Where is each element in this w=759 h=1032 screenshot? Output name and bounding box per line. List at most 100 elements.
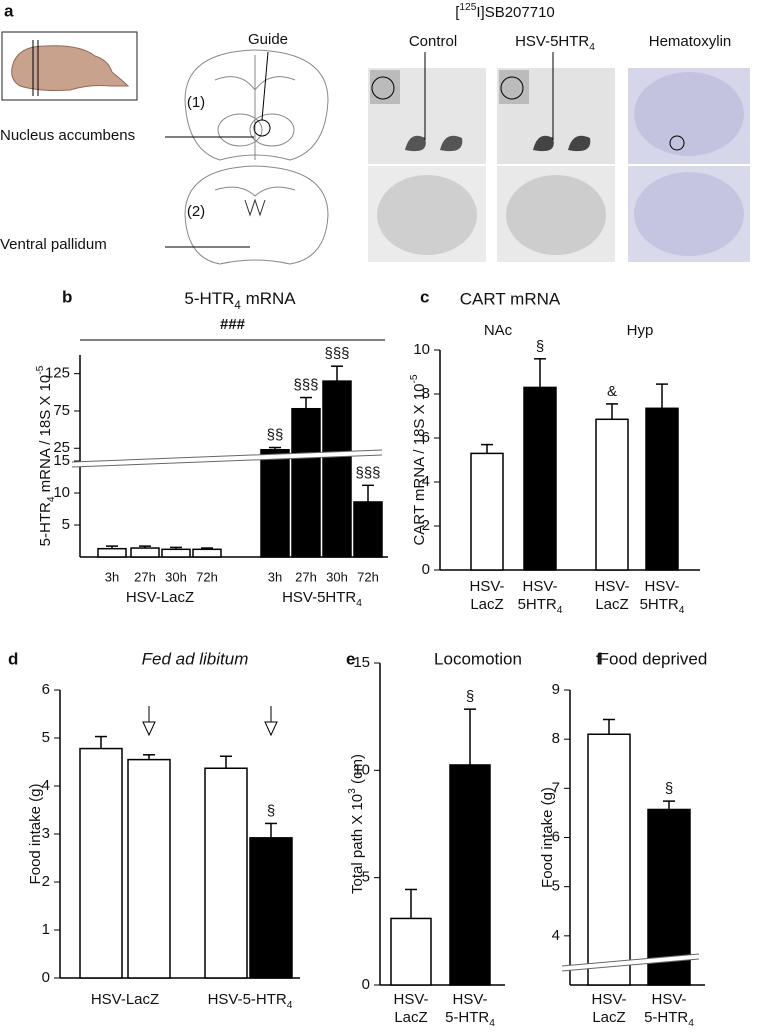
bar — [353, 501, 383, 558]
bar — [587, 733, 631, 986]
y-tick-label: 125 — [45, 365, 70, 382]
group-label: HSV-LacZ — [126, 589, 194, 606]
y-axis-label-part: Total path X 10 — [349, 794, 366, 894]
y-tick-label: 0 — [42, 969, 50, 986]
y-axis-label-part: (cm) — [349, 754, 366, 788]
x-tick-label: 3h — [105, 569, 119, 584]
x-tick-label: HSV- — [644, 578, 679, 595]
x-tick-label: 5-HTR4 — [644, 1009, 694, 1029]
x-tick-label-sub: 4 — [679, 605, 685, 616]
guide-line — [261, 51, 269, 121]
group-label-part: HSV-5-HTR — [208, 991, 287, 1008]
bar — [192, 548, 222, 558]
panel-a-art — [1, 31, 750, 265]
x-tick-label: 27h — [295, 569, 317, 584]
y-tick-label: 5 — [552, 878, 560, 895]
x-tick-label: 72h — [357, 569, 379, 584]
bar — [97, 547, 127, 558]
arrow-head — [264, 721, 278, 737]
group-label-sub: 4 — [287, 1000, 293, 1011]
y-axis-label: Food intake (g) — [539, 787, 556, 888]
chart-title-sub: 4 — [234, 300, 241, 312]
y-tick-label: 15 — [353, 654, 370, 671]
bar — [322, 380, 352, 558]
bar — [127, 758, 171, 979]
panel-label: d — [8, 649, 18, 668]
y-tick-label: 1 — [42, 921, 50, 938]
x-tick-label: 5HTR4 — [640, 596, 685, 616]
x-tick-label: HSV- — [452, 991, 487, 1008]
region-label: Nucleus accumbens — [0, 127, 135, 144]
x-tick-label-part: 5-HTR — [445, 1009, 489, 1026]
group-label: NAc — [484, 322, 513, 339]
y-axis-label-sup: -5 — [409, 374, 420, 383]
significance-marker: §§§ — [355, 464, 380, 481]
y-tick-label: 75 — [53, 402, 70, 419]
x-tick-label: HSV- — [469, 578, 504, 595]
significance-marker: §§§ — [324, 345, 349, 362]
y-axis-label-sup: -5 — [35, 365, 46, 374]
y-tick-label: 6 — [552, 828, 560, 845]
bar — [449, 764, 491, 986]
ligand-label-part: I]SB207710 — [476, 4, 554, 21]
group-label: Hyp — [627, 322, 654, 339]
y-tick-label: 8 — [422, 385, 430, 402]
panel-label: b — [62, 287, 72, 306]
x-tick-label: HSV- — [651, 991, 686, 1008]
y-tick-label: 10 — [413, 341, 430, 358]
bar — [645, 407, 679, 571]
x-tick-label: HSV- — [594, 578, 629, 595]
y-tick-label: 5 — [42, 729, 50, 746]
x-tick-label: LacZ — [592, 1009, 625, 1026]
group-label-part: HSV-5HTR — [282, 589, 356, 606]
y-tick-label: 10 — [353, 761, 370, 778]
chart-title: Fed ad libitum — [142, 649, 249, 668]
y-tick-label: 25 — [53, 439, 70, 456]
bar — [161, 548, 191, 558]
autoradiograph-row-1 — [368, 68, 750, 164]
significance-marker: § — [536, 338, 544, 355]
y-axis-label: Total path X 103 (cm) — [347, 754, 366, 894]
group-label-sub: 4 — [356, 598, 362, 609]
chart-title-part: mRNA — [241, 289, 296, 308]
column-label-sub: 4 — [589, 42, 595, 53]
significance-marker: & — [607, 383, 617, 400]
y-tick-label: 10 — [53, 484, 70, 501]
annotation: ### — [220, 316, 246, 333]
x-tick-label: LacZ — [470, 596, 503, 613]
region-label: Ventral pallidum — [0, 236, 107, 253]
chart-title: Food deprived — [599, 649, 708, 668]
x-tick-label: HSV- — [522, 578, 557, 595]
x-tick-label: HSV- — [591, 991, 626, 1008]
y-tick-label: 5 — [362, 869, 370, 886]
y-axis-label-sub: 4 — [46, 496, 57, 502]
column-label-part: HSV-5HTR — [515, 33, 589, 50]
bar — [204, 767, 248, 979]
axis-break — [562, 954, 699, 971]
bar — [130, 547, 160, 558]
axis-break — [72, 450, 382, 467]
x-tick-label: 5-HTR4 — [445, 1009, 495, 1029]
y-axis-label-part: 5-HTR — [37, 502, 54, 546]
axis-break-edge — [71, 454, 383, 468]
ligand-label-sup: 125 — [459, 2, 476, 13]
y-tick-label: 4 — [552, 927, 560, 944]
atlas-section-2 — [184, 165, 329, 265]
bar — [291, 407, 321, 558]
y-tick-label: 6 — [422, 429, 430, 446]
y-tick-label: 6 — [42, 681, 50, 698]
x-tick-label: 3h — [268, 569, 282, 584]
panel-label: e — [346, 649, 355, 668]
y-tick-label: 5 — [62, 516, 70, 533]
bar — [470, 452, 504, 571]
y-axis-label-part: mRNA / 18S X 10 — [37, 375, 54, 497]
x-tick-label: HSV- — [393, 991, 428, 1008]
arrow-head — [142, 721, 156, 737]
x-tick-label-sub: 4 — [688, 1018, 694, 1029]
column-label: Control — [409, 33, 457, 50]
bar — [260, 449, 290, 558]
x-tick-label: 30h — [326, 569, 348, 584]
x-tick-label-part: 5HTR — [518, 596, 557, 613]
axis-break-edge — [561, 958, 700, 972]
x-tick-label: 72h — [196, 569, 218, 584]
